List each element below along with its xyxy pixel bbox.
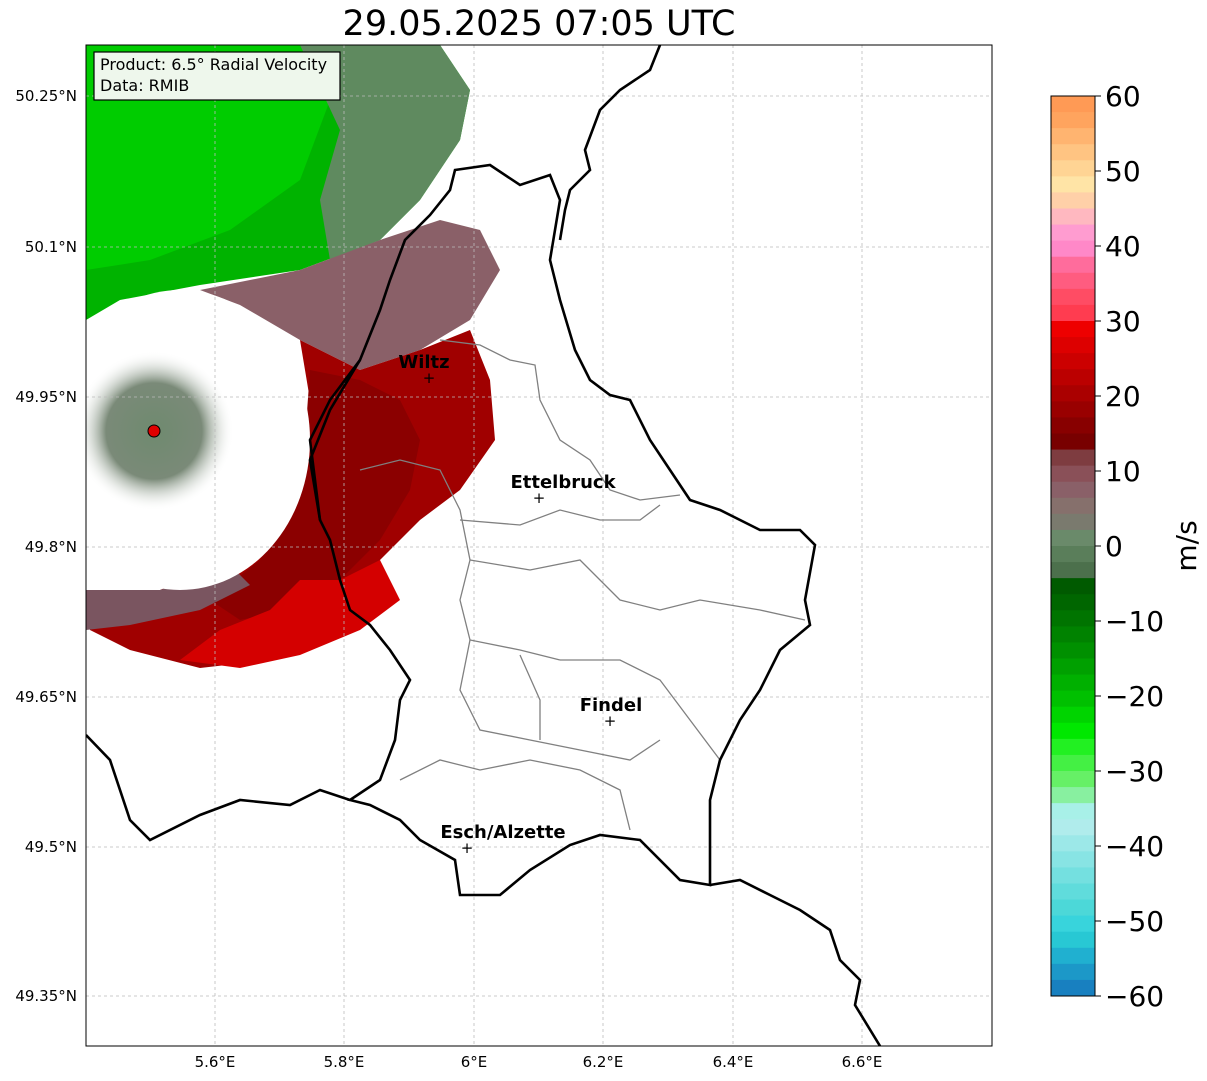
lon-tick-labels: 5.6°E 5.8°E 6°E 6.2°E 6.4°E 6.6°E xyxy=(195,1053,883,1071)
city-wiltz: + Wiltz xyxy=(398,352,449,387)
lon-tick: 6°E xyxy=(461,1053,488,1071)
city-label: Ettelbruck xyxy=(510,472,616,493)
lat-tick: 49.65°N xyxy=(15,688,77,706)
info-box: Product: 6.5° Radial Velocity Data: RMIB xyxy=(93,51,341,101)
lat-tick: 49.5°N xyxy=(25,838,77,856)
map-frame xyxy=(85,44,993,1047)
info-product: Product: 6.5° Radial Velocity xyxy=(100,55,327,74)
lat-tick-labels: 50.25°N 50.1°N 49.95°N 49.8°N 49.65°N 49… xyxy=(15,87,77,1005)
city-label: Esch/Alzette xyxy=(440,822,565,843)
canton-borders xyxy=(359,339,806,831)
info-data-source: Data: RMIB xyxy=(100,76,189,95)
city-label: Findel xyxy=(580,695,643,716)
country-borders xyxy=(86,45,882,1046)
map-title: 29.05.2025 07:05 UTC xyxy=(342,4,736,44)
lat-tick: 49.8°N xyxy=(25,538,77,556)
radar-site-marker xyxy=(147,424,161,438)
lon-tick: 6.4°E xyxy=(713,1053,754,1071)
lon-tick: 6.6°E xyxy=(842,1053,883,1071)
lat-tick: 50.1°N xyxy=(25,238,77,256)
lat-tick: 49.95°N xyxy=(15,388,77,406)
lat-tick: 50.25°N xyxy=(15,87,77,105)
city-marker-icon: + xyxy=(533,489,546,507)
lat-tick: 49.35°N xyxy=(15,987,77,1005)
city-marker-icon: + xyxy=(461,839,474,857)
gridlines xyxy=(86,45,992,1046)
lon-tick: 6.2°E xyxy=(583,1053,624,1071)
lon-tick: 5.6°E xyxy=(195,1053,236,1071)
city-findel: + Findel xyxy=(580,695,643,730)
city-marker-icon: + xyxy=(604,712,617,730)
city-label: Wiltz xyxy=(398,352,449,373)
city-esch-alzette: + Esch/Alzette xyxy=(440,822,565,857)
city-ettelbruck: + Ettelbruck xyxy=(510,472,616,507)
lon-tick: 5.8°E xyxy=(324,1053,365,1071)
city-marker-icon: + xyxy=(423,369,436,387)
